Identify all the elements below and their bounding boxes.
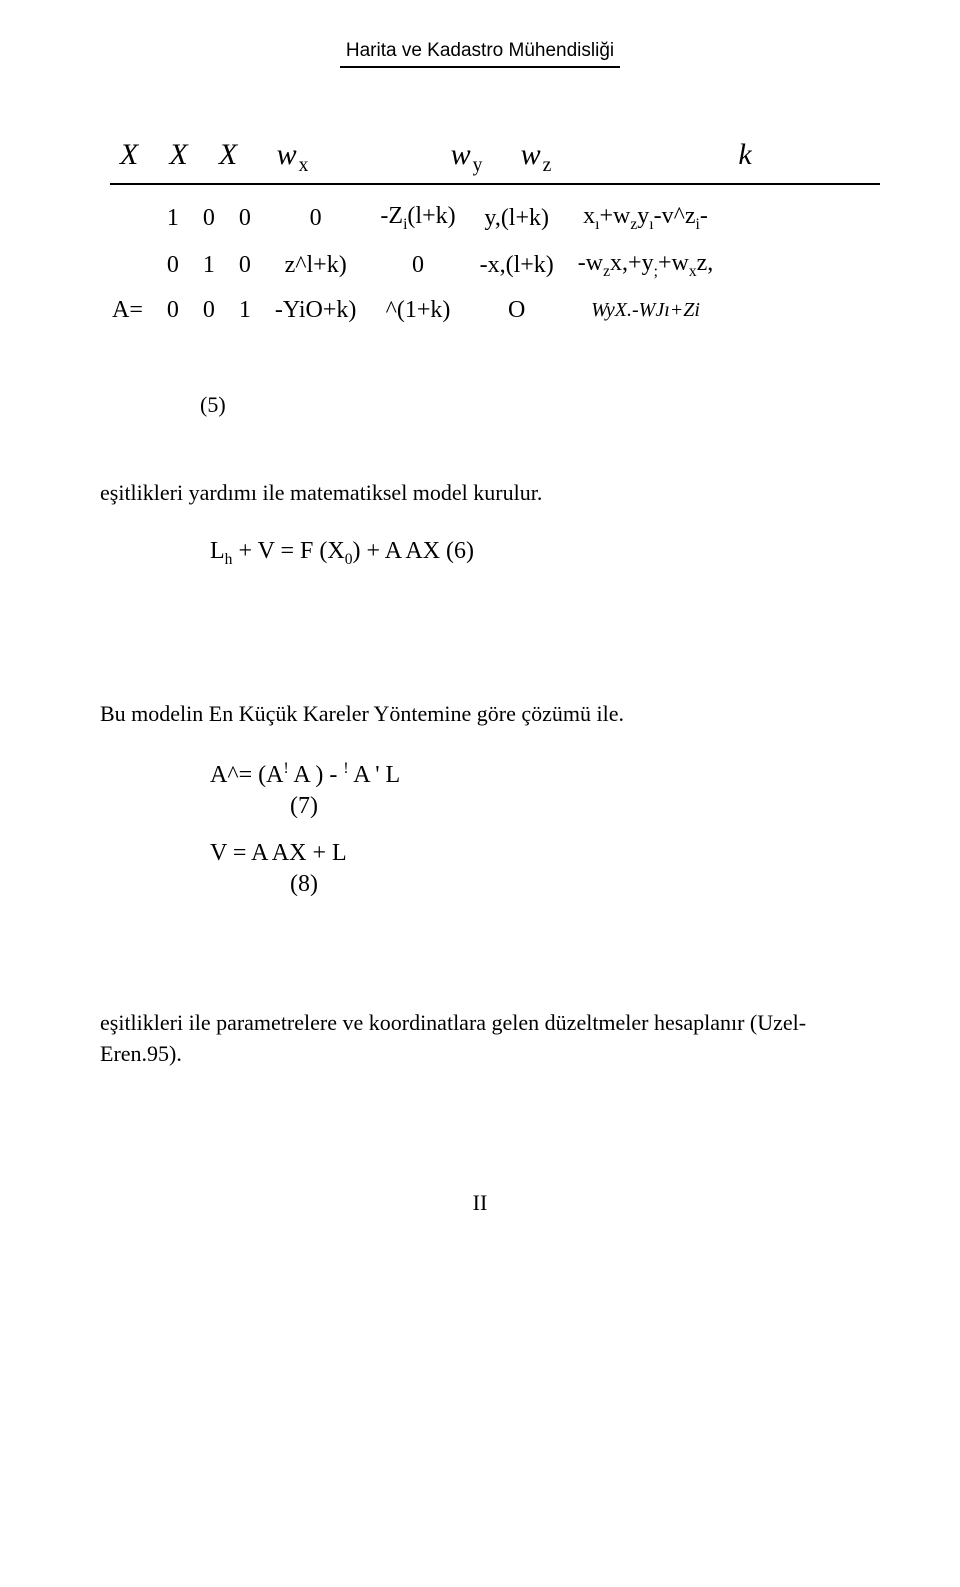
matrix-row: A= 0 0 1 -YiO+k) ^(1+k) O WyX.-WJı+Zi	[100, 289, 725, 332]
equation-number-5: (5)	[200, 392, 860, 418]
page-number: II	[100, 1190, 860, 1216]
col-header-wy: wy	[438, 138, 498, 177]
col-header-wx: wx	[259, 138, 329, 177]
paragraph-2: Bu modelin En Küçük Kareler Yöntemine gö…	[100, 699, 860, 730]
matrix-cell: z^l+k)	[263, 242, 369, 289]
matrix-cell: O	[468, 289, 566, 332]
equation-7: A^= (A! A ) - ! A ' L (7)	[210, 760, 860, 820]
page-container: Harita ve Kadastro Mühendisliği X X X wx…	[0, 0, 960, 1276]
matrix-cell: 0	[368, 242, 467, 289]
header-title: Harita ve Kadastro Mühendisliği	[100, 40, 860, 62]
matrix-cell: 0	[227, 242, 263, 289]
col-header-X1: X	[110, 138, 150, 172]
matrix-cell: xı+wzyı-v^zi-	[566, 195, 725, 242]
col-header-k: k	[726, 138, 766, 172]
matrix-cell: y,(l+k)	[468, 195, 566, 242]
matrix-cell: ^(1+k)	[368, 289, 467, 332]
matrix-cell: 0	[263, 195, 369, 242]
matrix-cell: -wzx,+y;+wxz,	[566, 242, 725, 289]
matrix-cell: 0	[155, 289, 191, 332]
matrix-column-headers: X X X wx wy wz k	[100, 138, 860, 177]
col-header-X2: X	[160, 138, 200, 172]
matrix-header-rule	[110, 183, 880, 185]
col-header-X3: X	[209, 138, 249, 172]
matrix-row: 1 0 0 0 -Zi(l+k) y,(l+k) xı+wzyı-v^zi-	[100, 195, 725, 242]
matrix-cell: 0	[155, 242, 191, 289]
equation-8-label: (8)	[290, 871, 860, 898]
matrix-cell: 1	[155, 195, 191, 242]
paragraph-3: eşitlikleri ile parametrelere ve koordin…	[100, 1008, 860, 1070]
matrix-cell: 1	[227, 289, 263, 332]
matrix-A: 1 0 0 0 -Zi(l+k) y,(l+k) xı+wzyı-v^zi- 0…	[100, 195, 725, 332]
paragraph-1: eşitlikleri yardımı ile matematiksel mod…	[100, 478, 860, 509]
matrix-cell: -x,(l+k)	[468, 242, 566, 289]
matrix-cell: -YiO+k)	[263, 289, 369, 332]
matrix-cell	[100, 195, 155, 242]
matrix-cell: -Zi(l+k)	[368, 195, 467, 242]
matrix-row: 0 1 0 z^l+k) 0 -x,(l+k) -wzx,+y;+wxz,	[100, 242, 725, 289]
matrix-cell: 0	[191, 195, 227, 242]
matrix-cell: 1	[191, 242, 227, 289]
matrix-cell: 0	[191, 289, 227, 332]
col-header-wz: wz	[507, 138, 567, 177]
spacer	[100, 589, 860, 669]
header-underline	[340, 66, 620, 68]
matrix-cell: WyX.-WJı+Zi	[566, 289, 725, 332]
equation-8: V = A AX + L (8)	[210, 840, 860, 898]
matrix-lhs: A=	[100, 289, 155, 332]
equation-7-label: (7)	[290, 793, 860, 820]
spacer	[100, 918, 860, 978]
matrix-cell: 0	[227, 195, 263, 242]
equation-6: Lh + V = F (X0) + A AX (6)	[210, 538, 860, 569]
matrix-cell	[100, 242, 155, 289]
